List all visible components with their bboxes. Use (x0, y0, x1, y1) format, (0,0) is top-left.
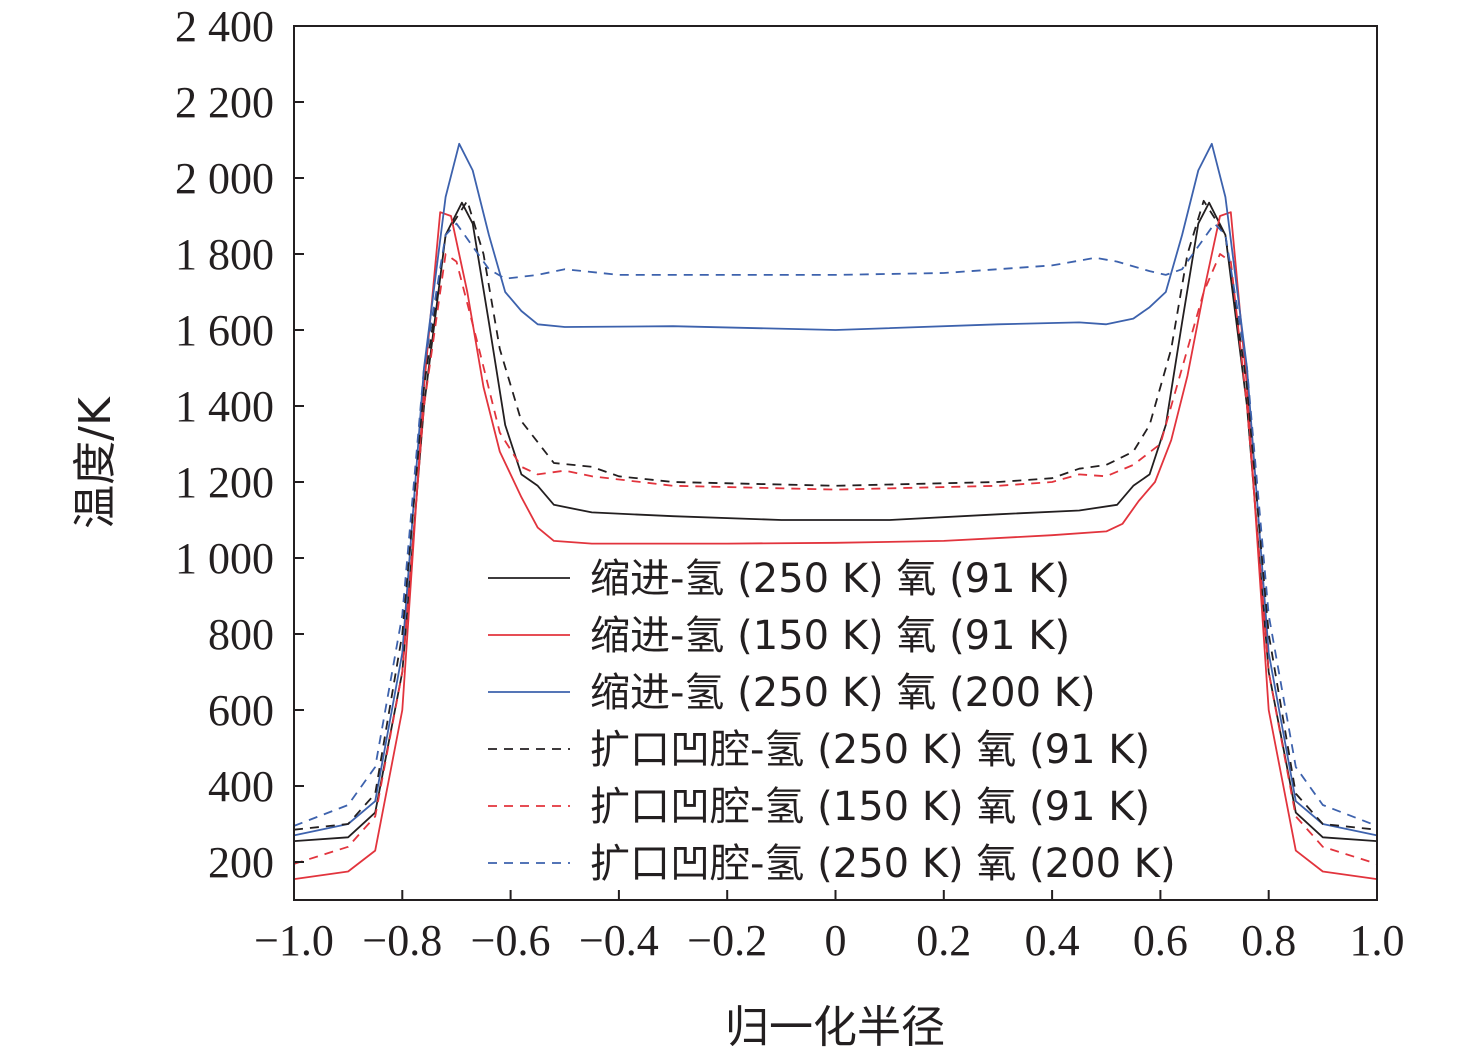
x-tick-label: −0.2 (687, 916, 767, 965)
legend-label: 扩口凹腔-氢 (250 K) 氧 (200 K) (590, 841, 1176, 887)
y-tick-label: 1 400 (175, 382, 274, 431)
x-tick-label: 0.6 (1133, 916, 1188, 965)
legend-item: 缩进-氢 (250 K) 氧 (200 K) (488, 670, 1096, 716)
x-axis-title: 归一化半径 (725, 1002, 945, 1053)
x-tick-label: 1.0 (1350, 916, 1405, 965)
y-tick-label: 1 800 (175, 230, 274, 279)
y-tick-label: 600 (208, 686, 274, 735)
legend-item: 缩进-氢 (150 K) 氧 (91 K) (488, 613, 1070, 659)
series-line-2 (293, 211, 1378, 880)
legend-label: 扩口凹腔-氢 (150 K) 氧 (91 K) (590, 784, 1150, 830)
x-tick-label: −0.8 (362, 916, 442, 965)
legend-item: 缩进-氢 (250 K) 氧 (91 K) (488, 556, 1070, 602)
x-axis: −1.0 −0.8 −0.6 −0.4 −0.2 0 0.2 0.4 0.6 0.8 1.0 (254, 890, 1405, 965)
y-tick-label: 1 000 (175, 534, 274, 583)
series-line-6 (293, 222, 1378, 827)
legend-item: 扩口凹腔-氢 (250 K) 氧 (200 K) (488, 841, 1176, 887)
legend-item: 扩口凹腔-氢 (150 K) 氧 (91 K) (488, 784, 1150, 830)
legend-label: 缩进-氢 (150 K) 氧 (91 K) (590, 613, 1070, 659)
x-tick-label: 0.4 (1025, 916, 1080, 965)
plot-lines (293, 142, 1378, 880)
y-axis-title: 温度/K (70, 396, 121, 529)
x-tick-label: −0.6 (471, 916, 551, 965)
legend-label: 扩口凹腔-氢 (250 K) 氧 (91 K) (590, 727, 1150, 773)
x-tick-label: 0.8 (1241, 916, 1296, 965)
y-tick-label: 2 000 (175, 154, 274, 203)
x-tick-label: 0.2 (916, 916, 971, 965)
series-line-3 (293, 142, 1378, 837)
y-tick-label: 1 200 (175, 458, 274, 507)
x-tick-label: −0.4 (579, 916, 659, 965)
y-tick-label: 2 200 (175, 78, 274, 127)
y-tick-label: 2 400 (175, 2, 274, 51)
legend: 缩进-氢 (250 K) 氧 (91 K) 缩进-氢 (150 K) 氧 (91 … (488, 556, 1176, 887)
legend-label: 缩进-氢 (250 K) 氧 (91 K) (590, 556, 1070, 602)
y-tick-label: 200 (208, 838, 274, 887)
y-tick-label: 400 (208, 762, 274, 811)
x-tick-label: 0 (825, 916, 847, 965)
y-axis: 200 400 600 800 1 000 1 200 1 400 1 600 1 800 2 0… (175, 2, 304, 887)
legend-item: 扩口凹腔-氢 (250 K) 氧 (91 K) (488, 727, 1150, 773)
y-tick-label: 1 600 (175, 306, 274, 355)
legend-label: 缩进-氢 (250 K) 氧 (200 K) (590, 670, 1096, 716)
x-tick-label: −1.0 (254, 916, 334, 965)
y-tick-label: 800 (208, 610, 274, 659)
